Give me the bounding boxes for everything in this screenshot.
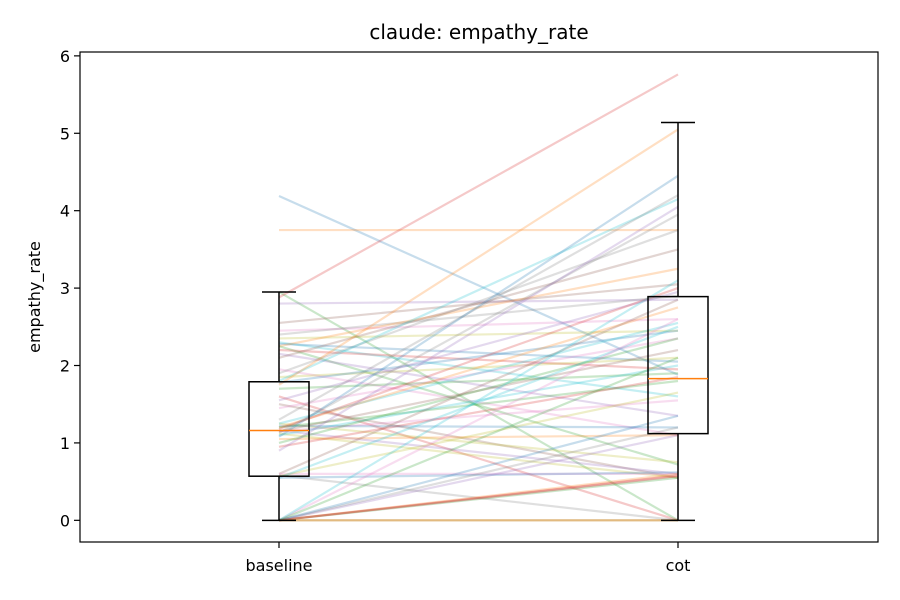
paired-line [278, 474, 679, 522]
paired-line [278, 395, 679, 522]
paired-line [278, 422, 679, 464]
paired-line [278, 348, 679, 433]
paired-line [278, 198, 679, 382]
paired-line [278, 279, 679, 522]
paired-line [278, 194, 679, 421]
paired-line [278, 298, 679, 305]
y-axis: 0 1 2 3 4 5 6 [60, 47, 80, 530]
paired-line [278, 318, 679, 522]
paired-line [278, 290, 679, 402]
paired-line [278, 376, 679, 448]
paired-line [278, 368, 679, 437]
x-tick-label: baseline [245, 556, 312, 575]
y-tick-label: 3 [60, 279, 70, 298]
paired-line [278, 73, 679, 299]
paired-line [278, 345, 679, 466]
paired-line [278, 429, 679, 475]
paired-line [278, 434, 679, 441]
paired-line [278, 424, 679, 429]
paired-line [278, 317, 679, 332]
paired-line [278, 298, 679, 475]
paired-lines [278, 73, 679, 522]
paired-line [278, 472, 679, 522]
chart-title: claude: empathy_rate [369, 20, 588, 44]
paired-line [278, 205, 679, 452]
paired-line [278, 194, 679, 376]
paired-line [278, 213, 679, 434]
paired-line [278, 372, 679, 390]
y-tick-label: 1 [60, 434, 70, 453]
paired-line [278, 337, 679, 444]
paired-line [278, 291, 679, 522]
paired-line [278, 391, 679, 478]
paired-line [278, 342, 679, 363]
paired-line [278, 229, 679, 375]
paired-line [278, 475, 679, 522]
box-plots [248, 121, 709, 522]
y-axis-label: empathy_rate [25, 241, 45, 353]
paired-line [278, 294, 679, 336]
paired-line [278, 471, 679, 479]
paired-line [278, 321, 679, 425]
paired-line [278, 329, 679, 384]
paired-line [278, 267, 679, 348]
paired-line [278, 432, 679, 479]
paired-line [278, 403, 679, 479]
x-tick-label: cot [666, 556, 691, 575]
paired-line [278, 476, 679, 522]
paired-line [278, 399, 679, 433]
paired-line [278, 356, 679, 379]
paired-line [278, 426, 679, 522]
y-tick-label: 0 [60, 511, 70, 530]
y-tick-label: 2 [60, 357, 70, 376]
paired-line [278, 337, 679, 410]
paired-line [278, 329, 679, 340]
paired-line [278, 128, 679, 386]
plot-frame [79, 51, 879, 543]
paired-line [278, 287, 679, 431]
y-tick-label: 6 [60, 47, 70, 66]
y-tick-label: 4 [60, 202, 70, 221]
paired-line [278, 283, 679, 325]
paired-line [278, 306, 679, 429]
box-cot [647, 121, 709, 522]
paired-line [278, 348, 679, 371]
y-tick-label: 5 [60, 124, 70, 143]
paired-line [278, 325, 679, 479]
box-baseline [248, 291, 310, 522]
paired-line [278, 474, 679, 522]
paired-line [278, 434, 679, 522]
x-axis: baseline cot [245, 542, 690, 575]
box-iqr [248, 381, 310, 477]
box-iqr [647, 295, 709, 435]
paired-line [278, 364, 679, 437]
paired-line [278, 174, 679, 438]
paired-line [278, 356, 679, 522]
paired-line [278, 379, 679, 429]
paired-line [278, 414, 679, 522]
paired-line [278, 352, 679, 417]
paired-line [278, 341, 679, 398]
paired-line [278, 248, 679, 359]
